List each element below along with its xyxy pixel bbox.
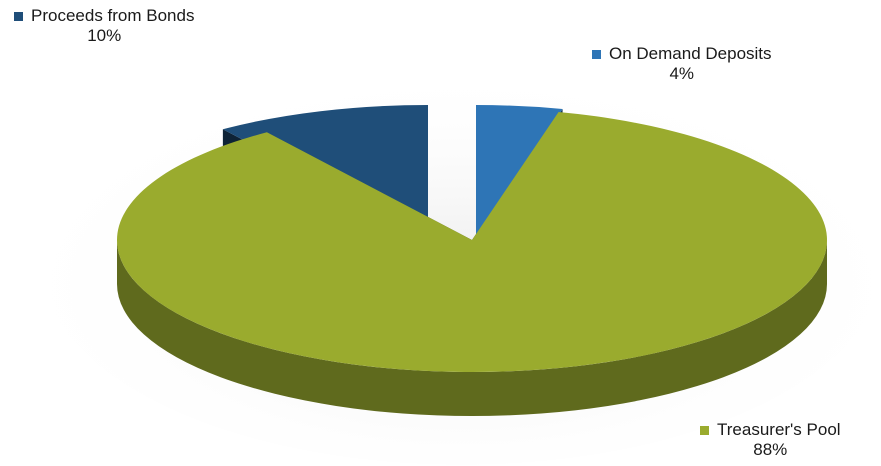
legend-treasurers-pool: Treasurer's Pool 88% bbox=[700, 420, 841, 460]
legend-name-bonds: Proceeds from Bonds bbox=[31, 6, 195, 25]
legend-swatch-deposits bbox=[592, 49, 601, 59]
legend-name-deposits: On Demand Deposits bbox=[609, 44, 772, 63]
legend-on-demand-deposits: On Demand Deposits 4% bbox=[592, 44, 772, 84]
legend-swatch-bonds bbox=[14, 11, 23, 21]
legend-proceeds-from-bonds: Proceeds from Bonds 10% bbox=[14, 6, 194, 46]
slice-treasurers-pool bbox=[117, 111, 828, 372]
data-label-pool: 88% bbox=[753, 440, 788, 459]
data-label-bonds: 10% bbox=[87, 26, 122, 45]
legend-swatch-pool bbox=[700, 425, 709, 435]
legend-name-pool: Treasurer's Pool bbox=[717, 420, 841, 439]
data-label-deposits: 4% bbox=[669, 64, 695, 83]
